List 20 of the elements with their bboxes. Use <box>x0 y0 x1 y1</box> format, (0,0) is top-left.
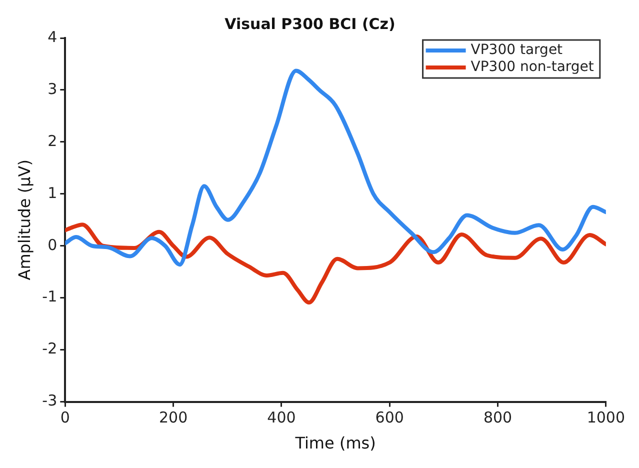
chart-title: Visual P300 BCI (Cz) <box>224 14 396 33</box>
x-tick-label: 1000 <box>586 408 626 427</box>
y-tick-label: -3 <box>42 392 58 410</box>
y-tick-label: -1 <box>42 288 58 306</box>
y-tick-label: 4 <box>48 28 58 46</box>
legend-label: VP300 target <box>470 42 564 58</box>
x-tick-label: 400 <box>267 408 296 427</box>
y-tick-label: 0 <box>48 236 58 254</box>
x-tick-label: 200 <box>158 408 188 427</box>
y-tick-label: -2 <box>42 340 58 358</box>
y-tick-label: 1 <box>48 184 58 202</box>
x-axis-title: Time (ms) <box>294 434 376 453</box>
x-tick-label: 800 <box>483 408 512 427</box>
x-tick-label: 0 <box>60 408 70 427</box>
y-tick-label: 3 <box>48 80 58 98</box>
line-series <box>65 222 606 305</box>
legend-label: VP300 non-target <box>470 59 594 76</box>
x-tick-label: 600 <box>375 408 404 427</box>
y-axis-title: Amplitude (μV) <box>14 160 34 280</box>
y-tick-label: 2 <box>48 132 58 150</box>
